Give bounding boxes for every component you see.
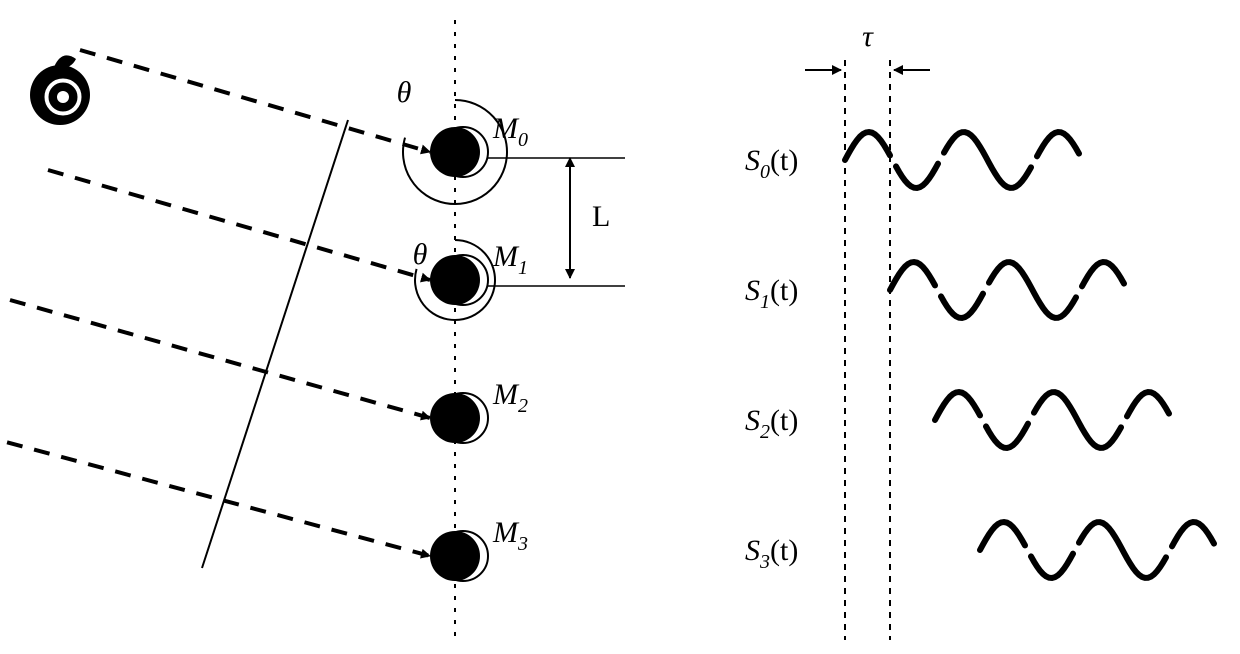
mic-label-3: M3	[492, 516, 528, 555]
mic-M3	[430, 531, 488, 581]
theta-label-1: θ	[413, 238, 428, 271]
spacing-L-label: L	[592, 200, 610, 233]
mic-M1	[430, 255, 488, 305]
signal-wave-2	[935, 392, 1169, 448]
tau-label: τ	[862, 20, 874, 53]
signal-wave-0	[845, 132, 1079, 188]
signal-label-3: S3(t)	[745, 534, 798, 573]
incident-ray-3	[0, 435, 430, 556]
signal-wave-3	[980, 522, 1214, 578]
signal-label-2: S2(t)	[745, 404, 798, 443]
incident-ray-2	[10, 300, 430, 418]
signal-label-1: S1(t)	[745, 274, 798, 313]
wavefront-line	[202, 120, 348, 568]
signal-wave-1	[890, 262, 1124, 318]
mic-label-2: M2	[492, 378, 528, 417]
incident-ray-0	[80, 50, 430, 152]
mic-label-0: M0	[492, 112, 528, 151]
mic-M0	[430, 127, 488, 177]
mic-M2	[430, 393, 488, 443]
incident-ray-1	[48, 170, 430, 280]
sound-source-icon	[30, 55, 90, 125]
mic-label-1: M1	[492, 240, 528, 279]
signal-label-0: S0(t)	[745, 144, 798, 183]
theta-label-0: θ	[397, 76, 412, 109]
